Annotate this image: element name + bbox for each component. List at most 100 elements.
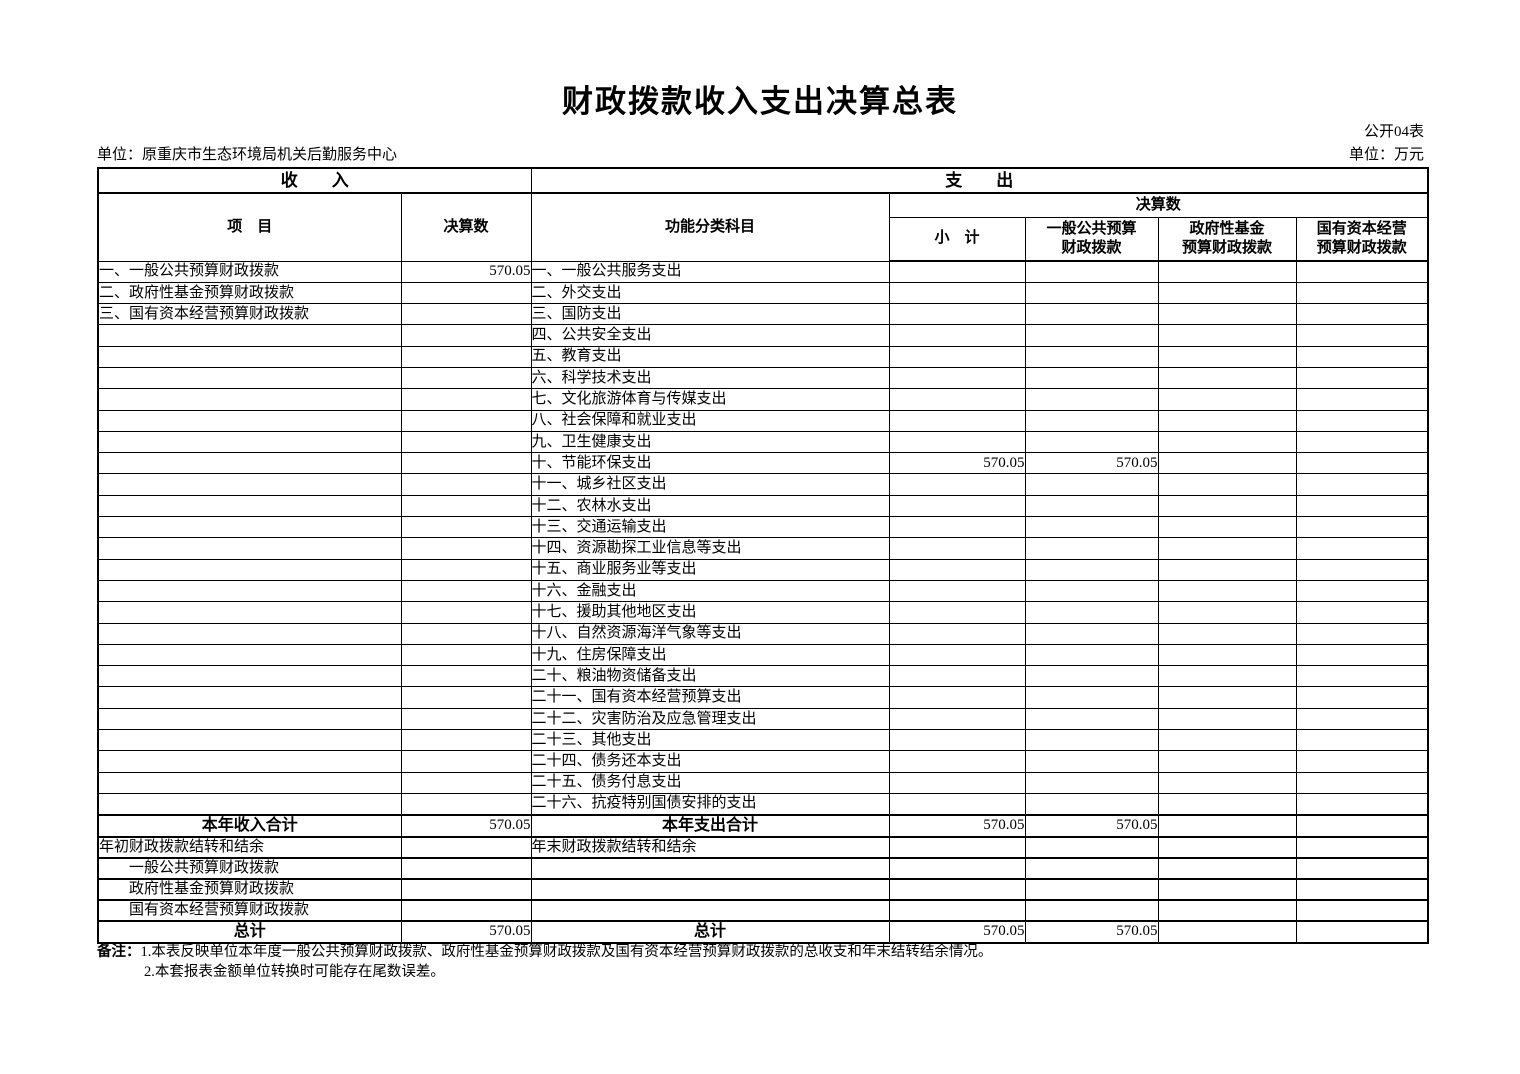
income-item-cell (97, 729, 402, 752)
gov-fund-value-cell (1157, 643, 1297, 667)
income-item-cell (97, 516, 402, 539)
expense-item-cell: 十四、资源勘探工业信息等支出 (530, 537, 890, 560)
footnote-text-2: 2.本套报表金额单位转换时可能存在尾数误差。 (144, 964, 445, 980)
general-budget-value-cell (1024, 729, 1159, 752)
table-row: 二十二、灾害防治及应急管理支出 (97, 707, 1429, 731)
general-budget-value-cell (1024, 792, 1159, 816)
gov-fund-value-cell (1157, 281, 1297, 305)
footnote-label: 备注： (97, 944, 141, 960)
gov-fund-value-cell (1157, 452, 1297, 475)
state-capital-value-cell (1295, 707, 1429, 731)
income-item-cell (97, 388, 402, 411)
general-budget-value-cell: 570.05 (1024, 452, 1159, 475)
subtotal-value-cell: 570.05 (888, 813, 1026, 838)
gov-fund-value-cell (1157, 473, 1297, 496)
subtotal-value-cell: 570.05 (888, 452, 1026, 475)
expense-item-cell: 二十五、债务付息支出 (530, 771, 890, 794)
general-public-budget-column-header: 一般公共预算 财政拨款 (1024, 216, 1159, 262)
income-value-cell (400, 494, 532, 518)
subtotal-value-cell (888, 835, 1026, 859)
income-value-cell (400, 409, 532, 432)
table-row: 国有资本经营预算财政拨款 (97, 898, 1429, 922)
expense-item-cell: 九、卫生健康支出 (530, 430, 890, 454)
income-item-cell (97, 345, 402, 368)
income-value-cell (400, 345, 532, 368)
general-budget-value-cell (1024, 345, 1159, 368)
state-capital-value-cell (1295, 877, 1429, 901)
general-budget-value-cell (1024, 771, 1159, 794)
expense-item-cell: 二十六、抗疫特别国债安排的支出 (530, 792, 890, 816)
expense-item-cell: 十九、住房保障支出 (530, 643, 890, 667)
general-budget-value-cell (1024, 260, 1159, 283)
expense-item-cell: 二十、粮油物资储备支出 (530, 665, 890, 688)
state-capital-budget-column-header: 国有资本经营 预算财政拨款 (1295, 216, 1429, 262)
expense-item-cell: 十六、金融支出 (530, 579, 890, 603)
income-value-cell (400, 792, 532, 816)
table-row: 二十一、国有资本经营预算支出 (97, 686, 1429, 709)
table-row: 九、卫生健康支出 (97, 430, 1429, 454)
state-capital-value-cell (1295, 601, 1429, 624)
general-budget-value-cell (1024, 601, 1159, 624)
general-budget-value-cell (1024, 558, 1159, 581)
table-row: 政府性基金预算财政拨款 (97, 877, 1429, 901)
income-item-cell (97, 643, 402, 667)
unit-name-label: 单位：原重庆市生态环境局机关后勤服务中心 (97, 147, 398, 163)
general-budget-value-cell (1024, 473, 1159, 496)
expense-item-cell: 二十四、债务还本支出 (530, 750, 890, 773)
subtotal-value-cell (888, 898, 1026, 922)
gov-fund-value-cell (1157, 729, 1297, 752)
income-item-cell: 二、政府性基金预算财政拨款 (97, 281, 402, 305)
general-budget-value-cell (1024, 750, 1159, 773)
income-value-cell (400, 366, 532, 390)
expense-item-cell: 十二、农林水支出 (530, 494, 890, 518)
expense-item-cell: 二十一、国有资本经营预算支出 (530, 686, 890, 709)
general-budget-value-cell: 570.05 (1024, 813, 1159, 838)
table-row: 十三、交通运输支出 (97, 516, 1429, 539)
income-item-cell: 国有资本经营预算财政拨款 (97, 898, 402, 922)
state-capital-value-cell (1295, 898, 1429, 922)
income-item-cell (97, 792, 402, 816)
state-capital-value-cell (1295, 665, 1429, 688)
income-value-cell (400, 643, 532, 667)
subtotal-value-cell (888, 622, 1026, 645)
income-value-cell (400, 558, 532, 581)
table-row: 八、社会保障和就业支出 (97, 409, 1429, 432)
state-capital-value-cell (1295, 473, 1429, 496)
general-budget-value-cell (1024, 665, 1159, 688)
gov-fund-value-cell (1157, 898, 1297, 922)
state-capital-value-cell (1295, 303, 1429, 326)
total-row: 总计 570.05 总计 570.05 570.05 (97, 919, 1429, 944)
column-header-row-1: 项 目 决算数 功能分类科目 决算数 (97, 192, 1429, 262)
general-budget-value-cell (1024, 877, 1159, 901)
gov-fund-value-cell (1157, 366, 1297, 390)
expense-item-cell: 二、外交支出 (530, 281, 890, 305)
subtotal-value-cell (888, 856, 1026, 880)
subtotal-value-cell (888, 558, 1026, 581)
income-item-cell: 三、国有资本经营预算财政拨款 (97, 303, 402, 326)
table-row: 七、文化旅游体育与传媒支出 (97, 388, 1429, 411)
general-budget-value-cell (1024, 409, 1159, 432)
gov-fund-value-cell (1157, 856, 1297, 880)
table-row: 二、政府性基金预算财政拨款 二、外交支出 (97, 281, 1429, 305)
subtotal-value-cell (888, 665, 1026, 688)
gov-fund-value-cell (1157, 665, 1297, 688)
income-item-cell: 政府性基金预算财政拨款 (97, 877, 402, 901)
state-capital-value-cell (1295, 686, 1429, 709)
table-row: 二十、粮油物资储备支出 (97, 665, 1429, 688)
expense-item-cell: 本年支出合计 (530, 813, 890, 838)
general-budget-value-cell (1024, 898, 1159, 922)
income-value-cell (400, 665, 532, 688)
income-item-cell: 总计 (97, 919, 402, 944)
state-capital-value-cell (1295, 366, 1429, 390)
income-item-cell: 一般公共预算财政拨款 (97, 856, 402, 880)
gov-fund-value-cell (1157, 409, 1297, 432)
gov-fund-value-cell (1157, 324, 1297, 347)
income-item-cell (97, 473, 402, 496)
expense-item-cell (530, 877, 890, 901)
state-capital-value-cell (1295, 324, 1429, 347)
state-capital-value-cell (1295, 813, 1429, 838)
subtotal-value-cell (888, 324, 1026, 347)
table-row: 二十六、抗疫特别国债安排的支出 (97, 792, 1429, 816)
expense-item-cell: 一、一般公共服务支出 (530, 260, 890, 283)
expense-item-cell (530, 898, 890, 922)
